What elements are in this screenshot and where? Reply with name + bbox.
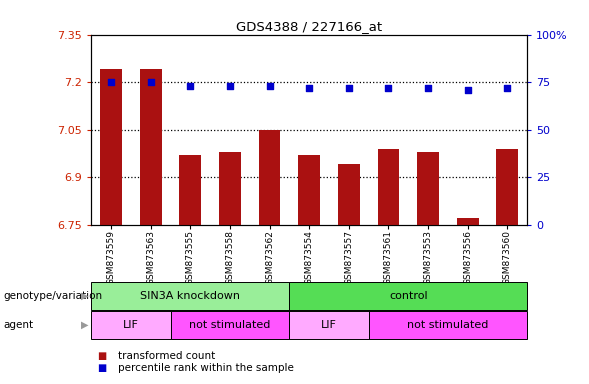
Point	[186, 83, 195, 89]
Text: percentile rank within the sample: percentile rank within the sample	[118, 363, 294, 373]
Point	[146, 79, 155, 85]
Point	[107, 79, 116, 85]
Point	[344, 85, 353, 91]
Text: ■: ■	[97, 351, 107, 361]
Bar	[298, 155, 320, 225]
Text: ▶: ▶	[81, 320, 88, 330]
Text: ▶: ▶	[81, 291, 88, 301]
Point	[265, 83, 274, 89]
Text: not stimulated: not stimulated	[407, 320, 489, 330]
Point	[463, 87, 472, 93]
Text: SIN3A knockdown: SIN3A knockdown	[140, 291, 240, 301]
Bar	[140, 70, 161, 225]
Point	[225, 83, 234, 89]
Point	[502, 85, 512, 91]
Bar	[417, 152, 439, 225]
Text: ■: ■	[97, 363, 107, 373]
Text: LIF: LIF	[123, 320, 139, 330]
Text: LIF: LIF	[321, 320, 337, 330]
Bar	[180, 155, 201, 225]
Text: genotype/variation: genotype/variation	[3, 291, 102, 301]
Bar	[378, 149, 399, 225]
Point	[384, 85, 393, 91]
Bar	[219, 152, 241, 225]
Text: transformed count: transformed count	[118, 351, 215, 361]
Text: not stimulated: not stimulated	[189, 320, 271, 330]
Bar	[259, 129, 280, 225]
Title: GDS4388 / 227166_at: GDS4388 / 227166_at	[236, 20, 382, 33]
Text: control: control	[389, 291, 428, 301]
Point	[423, 85, 433, 91]
Text: agent: agent	[3, 320, 33, 330]
Bar	[338, 164, 360, 225]
Point	[305, 85, 314, 91]
Bar	[457, 218, 479, 225]
Bar	[100, 70, 122, 225]
Bar	[497, 149, 518, 225]
